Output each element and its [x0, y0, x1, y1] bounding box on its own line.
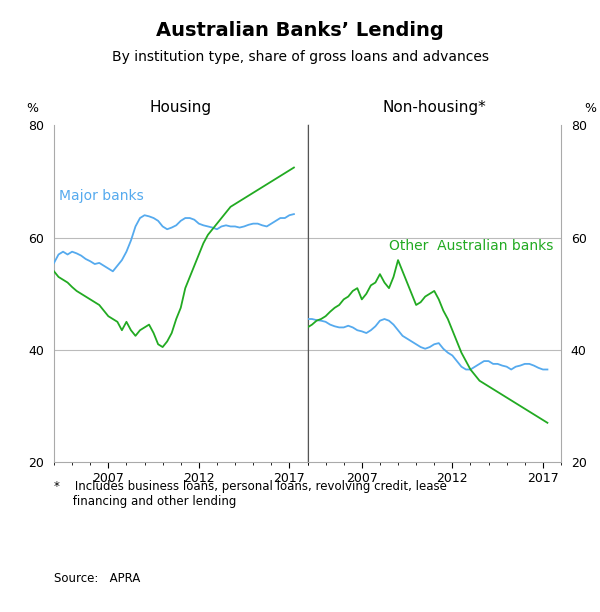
Text: Housing: Housing [149, 100, 212, 115]
Text: Major banks: Major banks [59, 188, 144, 203]
Text: %: % [584, 102, 596, 115]
Text: Other  Australian banks: Other Australian banks [389, 239, 553, 253]
Text: %: % [26, 102, 38, 115]
Text: *    Includes business loans, personal loans, revolving credit, lease
     finan: * Includes business loans, personal loan… [54, 480, 447, 509]
Text: Source:   APRA: Source: APRA [54, 572, 140, 585]
Text: Australian Banks’ Lending: Australian Banks’ Lending [156, 21, 444, 40]
Text: Non-housing*: Non-housing* [382, 100, 486, 115]
Text: By institution type, share of gross loans and advances: By institution type, share of gross loan… [112, 50, 488, 64]
